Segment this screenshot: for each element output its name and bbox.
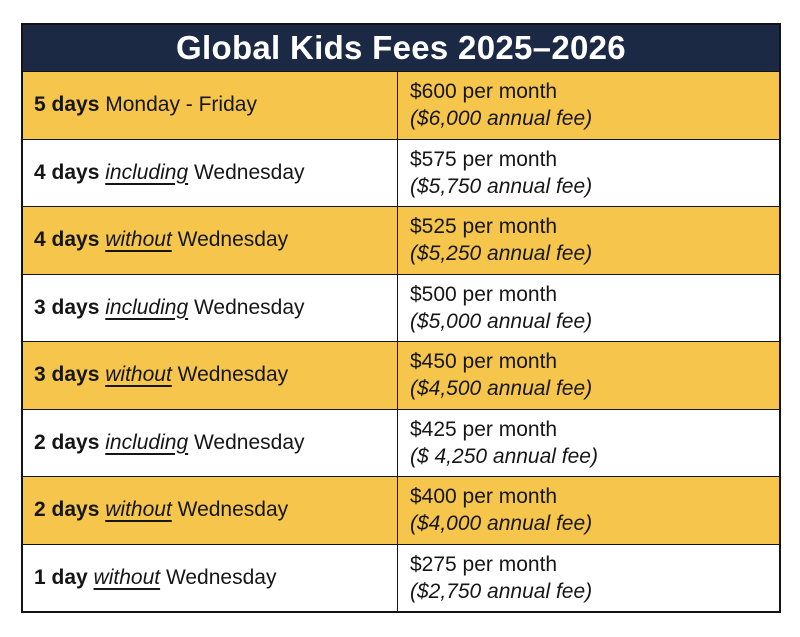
annual-fee: ($5,000 annual fee) <box>410 309 593 333</box>
schedule-cell: 1 day without Wednesday <box>23 544 398 611</box>
fees-table-body: 5 days Monday - Friday $600 per month ($… <box>23 71 779 611</box>
schedule-detail: Monday - Friday <box>105 93 257 117</box>
monthly-price: $500 per month <box>410 282 558 306</box>
price-cell: $400 per month ($4,000 annual fee) <box>398 477 779 544</box>
days-count: 4 days <box>34 160 100 184</box>
monthly-price: $600 per month <box>410 80 558 104</box>
schedule-cell: 3 days including Wednesday <box>23 274 398 341</box>
price-cell: $425 per month ($ 4,250 annual fee) <box>398 410 779 477</box>
wednesday-qualifier: without <box>105 498 172 522</box>
schedule-detail: Wednesday <box>177 228 289 252</box>
fee-row: 3 days including Wednesday $500 per mont… <box>23 273 779 342</box>
schedule-cell: 4 days without Wednesday <box>23 207 398 274</box>
wednesday-qualifier: including <box>105 160 189 184</box>
schedule-detail: Wednesday <box>177 498 289 522</box>
schedule-text: 3 days including Wednesday <box>34 295 305 321</box>
fee-row: 4 days including Wednesday $575 per mont… <box>23 138 779 207</box>
days-count: 2 days <box>34 498 100 522</box>
price-cell: $450 per month ($4,500 annual fee) <box>398 342 779 409</box>
schedule-detail: Wednesday <box>193 160 305 184</box>
fee-row: 3 days without Wednesday $450 per month … <box>23 341 779 409</box>
fees-table: Global Kids Fees 2025–2026 5 days Monday… <box>21 23 781 613</box>
schedule-cell: 2 days including Wednesday <box>23 409 398 476</box>
schedule-cell: 3 days without Wednesday <box>23 342 398 409</box>
schedule-text: 1 day without Wednesday <box>34 565 276 591</box>
annual-fee: ($4,000 annual fee) <box>410 512 593 536</box>
page-title: Global Kids Fees 2025–2026 <box>176 29 626 66</box>
schedule-detail: Wednesday <box>193 295 305 319</box>
fee-row: 1 day without Wednesday $275 per month (… <box>23 543 779 612</box>
schedule-cell: 2 days without Wednesday <box>23 477 398 544</box>
schedule-text: 4 days without Wednesday <box>34 227 288 253</box>
schedule-detail: Wednesday <box>165 565 277 589</box>
days-count: 5 days <box>34 93 100 117</box>
monthly-price: $400 per month <box>410 485 558 509</box>
price-cell: $525 per month ($5,250 annual fee) <box>398 207 779 274</box>
monthly-price: $575 per month <box>410 147 558 171</box>
schedule-cell: 5 days Monday - Friday <box>23 72 398 139</box>
wednesday-qualifier: without <box>93 565 161 589</box>
price-cell: $500 per month ($5,000 annual fee) <box>398 275 779 342</box>
table-title-bar: Global Kids Fees 2025–2026 <box>23 25 779 71</box>
monthly-price: $525 per month <box>410 215 558 239</box>
schedule-detail: Wednesday <box>177 363 289 387</box>
price-cell: $275 per month ($2,750 annual fee) <box>398 545 779 612</box>
monthly-price: $425 per month <box>410 417 558 441</box>
schedule-text: 3 days without Wednesday <box>34 362 288 388</box>
schedule-cell: 4 days including Wednesday <box>23 139 398 206</box>
fee-row: 2 days without Wednesday $400 per month … <box>23 476 779 544</box>
annual-fee: ($4,500 annual fee) <box>410 377 593 401</box>
schedule-text: 2 days without Wednesday <box>34 497 288 523</box>
days-count: 4 days <box>34 228 100 252</box>
wednesday-qualifier: including <box>105 295 189 319</box>
fee-row: 4 days without Wednesday $525 per month … <box>23 206 779 274</box>
days-count: 1 day <box>34 565 88 589</box>
fee-row: 2 days including Wednesday $425 per mont… <box>23 408 779 477</box>
price-cell: $600 per month ($6,000 annual fee) <box>398 72 779 139</box>
wednesday-qualifier: without <box>105 363 172 387</box>
schedule-detail: Wednesday <box>193 430 305 454</box>
days-count: 3 days <box>34 363 100 387</box>
fee-row: 5 days Monday - Friday $600 per month ($… <box>23 71 779 139</box>
schedule-text: 4 days including Wednesday <box>34 160 305 186</box>
monthly-price: $450 per month <box>410 350 558 374</box>
monthly-price: $275 per month <box>410 552 558 576</box>
schedule-text: 5 days Monday - Friday <box>34 92 257 118</box>
days-count: 2 days <box>34 430 100 454</box>
annual-fee: ($5,750 annual fee) <box>410 174 593 198</box>
annual-fee: ($2,750 annual fee) <box>410 579 593 603</box>
wednesday-qualifier: without <box>105 228 172 252</box>
schedule-text: 2 days including Wednesday <box>34 430 305 456</box>
wednesday-qualifier: including <box>105 430 189 454</box>
annual-fee: ($6,000 annual fee) <box>410 107 593 131</box>
price-cell: $575 per month ($5,750 annual fee) <box>398 140 779 207</box>
days-count: 3 days <box>34 295 100 319</box>
annual-fee: ($5,250 annual fee) <box>410 242 593 266</box>
annual-fee: ($ 4,250 annual fee) <box>410 444 598 468</box>
